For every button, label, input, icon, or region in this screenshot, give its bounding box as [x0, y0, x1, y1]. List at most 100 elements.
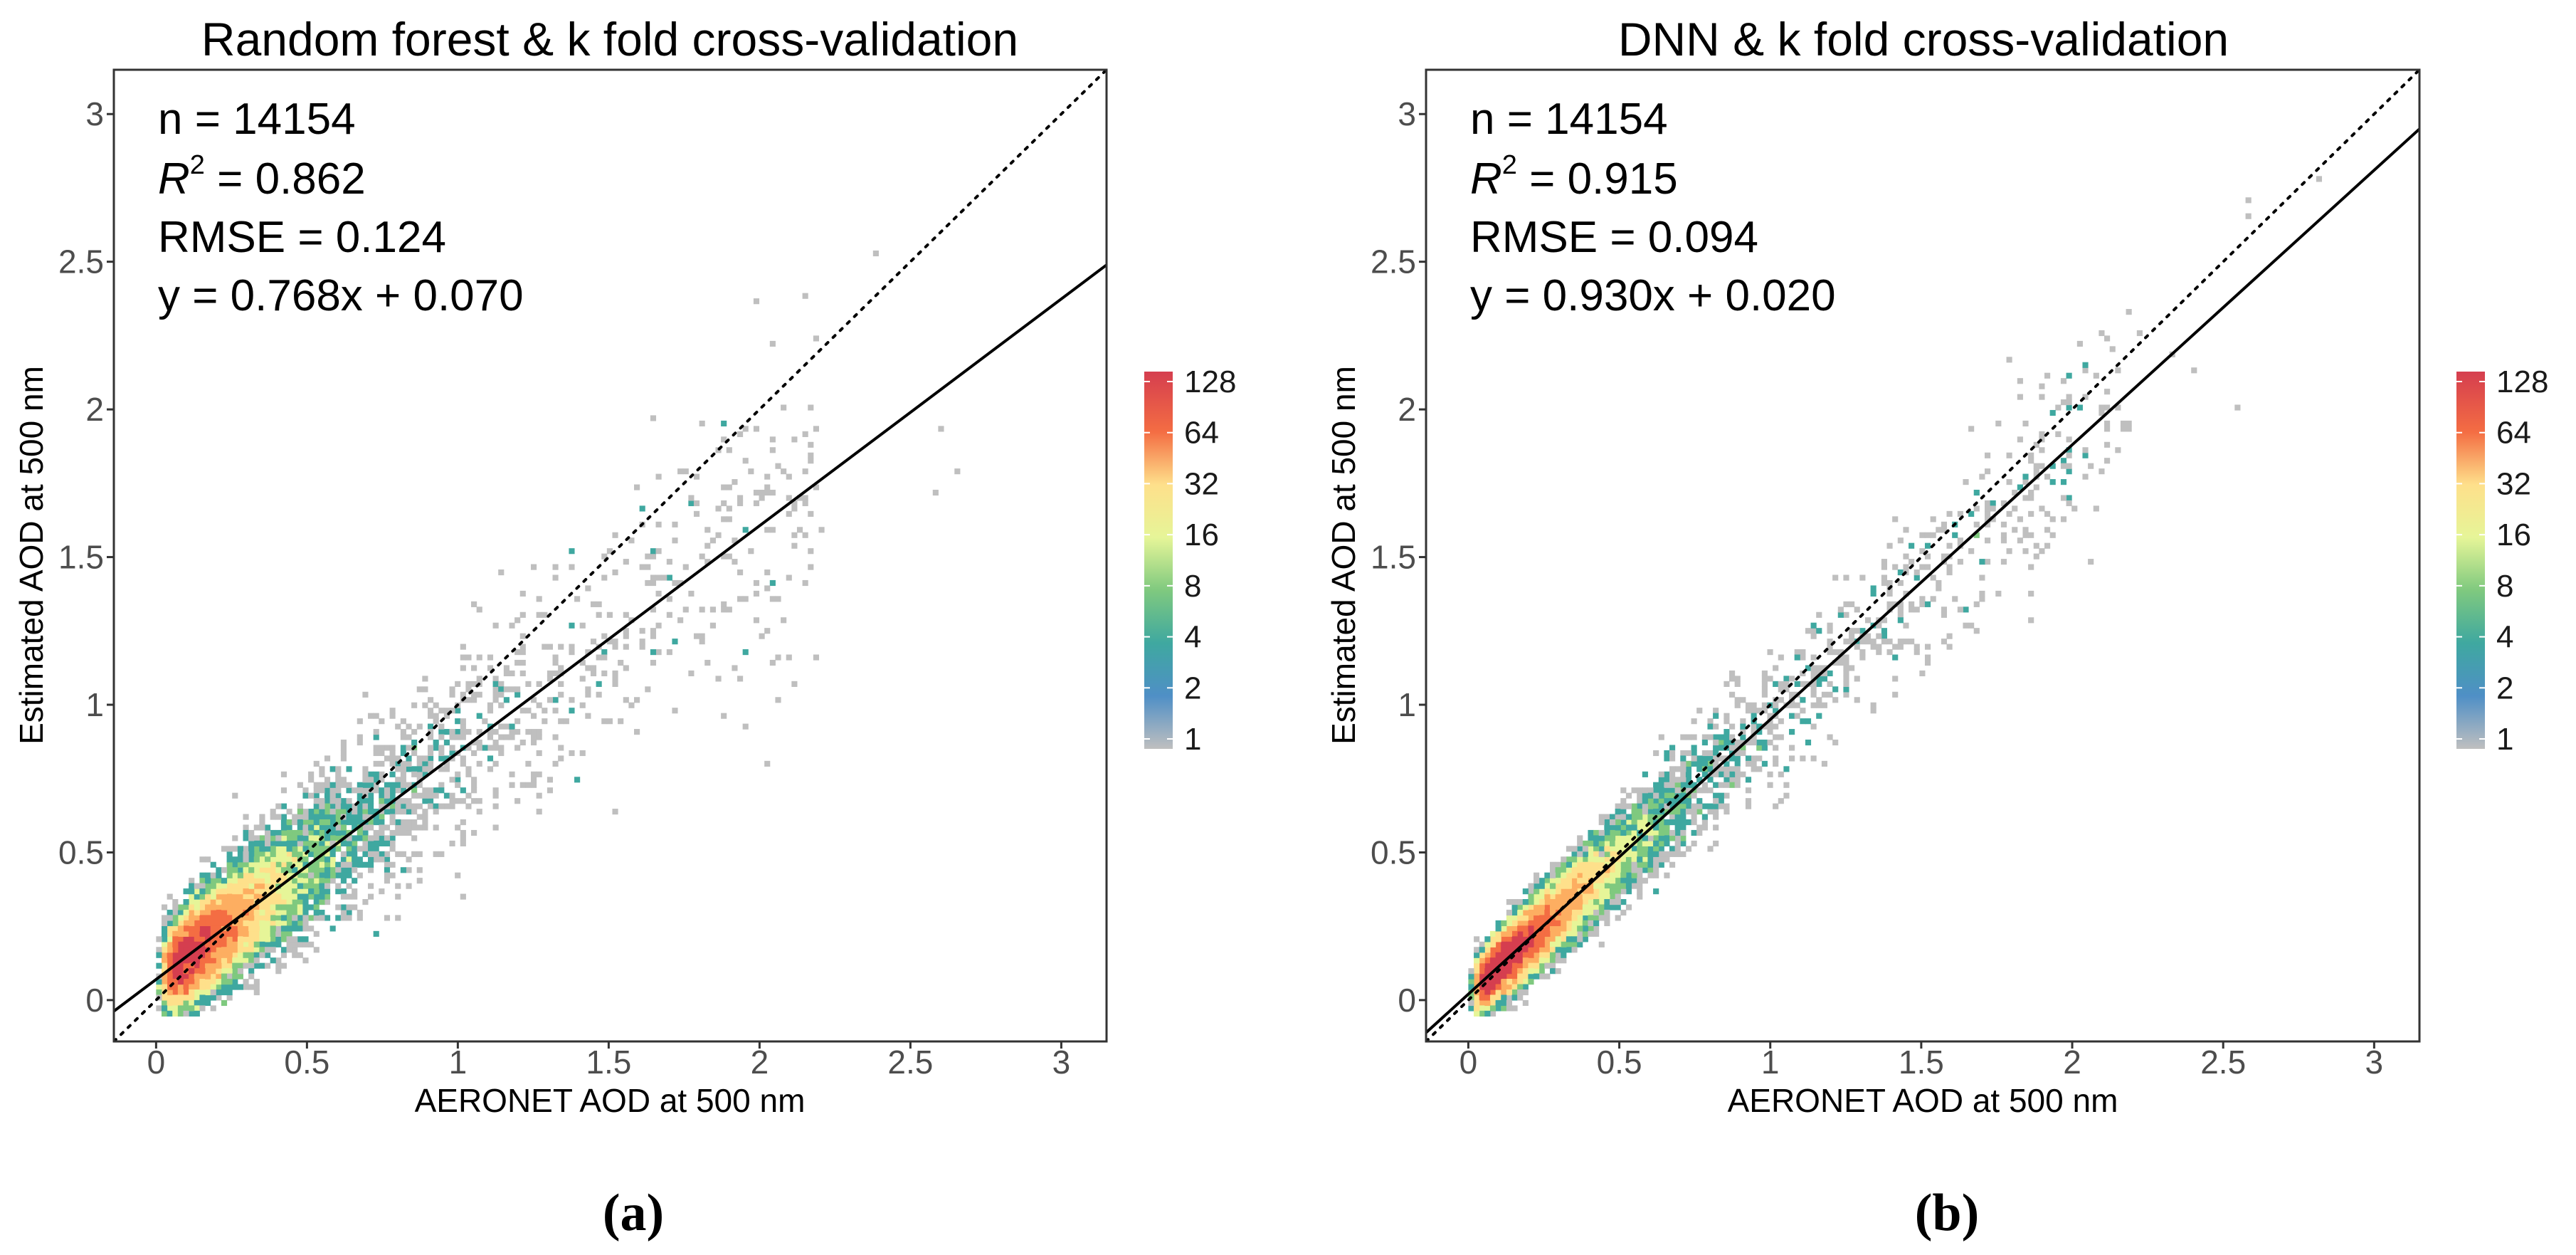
density-cell	[460, 835, 466, 841]
density-cell	[1642, 856, 1648, 863]
density-cell	[280, 819, 287, 826]
density-cell	[1773, 723, 1779, 730]
density-cell	[1756, 723, 1763, 730]
panel-b-xtick-label: 1.5	[1899, 1044, 1944, 1081]
density-cell	[1522, 973, 1529, 980]
density-cell	[248, 941, 255, 947]
density-cell	[373, 856, 379, 863]
density-cell	[1669, 798, 1676, 804]
density-cell	[1506, 899, 1513, 905]
density-cell	[221, 867, 228, 873]
density-cell	[1941, 521, 1948, 527]
density-cell	[1534, 893, 1540, 900]
density-cell	[775, 463, 781, 469]
density-cell	[373, 729, 379, 735]
density-cell	[221, 968, 228, 975]
density-cell	[210, 915, 216, 921]
density-cell	[471, 691, 477, 698]
density-cell	[1664, 792, 1670, 799]
density-cell	[2000, 521, 2007, 527]
density-cell	[1549, 941, 1556, 947]
density-cell	[167, 952, 173, 958]
density-cell	[677, 468, 684, 475]
density-cell	[340, 824, 347, 831]
density-cell	[319, 819, 325, 826]
density-cell	[443, 729, 450, 735]
density-cell	[1909, 542, 1915, 549]
density-cell	[340, 878, 347, 884]
density-cell	[547, 644, 554, 650]
density-cell	[2000, 559, 2007, 565]
density-cell	[1713, 803, 1719, 809]
density-cell	[156, 989, 162, 996]
density-cell	[1658, 771, 1664, 777]
density-cell	[156, 1005, 162, 1012]
density-cell	[422, 702, 428, 708]
panel-a-colorbar-label: 16	[1184, 518, 1219, 552]
density-cell	[357, 861, 363, 868]
density-cell	[492, 787, 499, 794]
density-cell	[1946, 564, 1953, 570]
density-cell	[286, 941, 292, 947]
density-cell	[1538, 904, 1545, 910]
density-cell	[2028, 532, 2034, 538]
density-cell	[406, 867, 412, 873]
density-cell	[1642, 861, 1648, 868]
density-cell	[1724, 718, 1730, 725]
density-cell	[1680, 829, 1686, 836]
density-cell	[422, 760, 428, 767]
density-cell	[275, 904, 282, 910]
density-cell	[248, 883, 255, 889]
density-cell	[1571, 861, 1578, 868]
density-cell	[427, 713, 434, 719]
density-cell	[199, 915, 206, 921]
density-cell	[259, 947, 265, 953]
density-cell	[1773, 665, 1779, 671]
density-cell	[2022, 495, 2029, 501]
density-cell	[1637, 867, 1643, 873]
density-cell	[1588, 888, 1594, 895]
density-cell	[259, 883, 265, 889]
density-cell	[308, 819, 315, 826]
density-cell	[1827, 628, 1833, 634]
density-cell	[373, 745, 379, 751]
density-cell	[280, 840, 287, 847]
density-cell	[650, 659, 657, 666]
density-cell	[199, 930, 206, 937]
density-cell	[2039, 463, 2045, 469]
density-cell	[1593, 867, 1600, 873]
density-cell	[552, 659, 559, 666]
density-cell	[183, 930, 189, 937]
density-cell	[1707, 723, 1714, 730]
density-cell	[422, 676, 428, 682]
density-cell	[346, 915, 352, 921]
density-cell	[232, 968, 238, 975]
density-cell	[427, 708, 434, 714]
density-cell	[329, 824, 336, 831]
density-cell	[308, 809, 315, 815]
density-cell	[1484, 1005, 1491, 1012]
panel-b-one-to-one-line	[1426, 70, 2419, 1041]
density-cell	[1734, 760, 1741, 767]
density-cell	[1701, 771, 1708, 777]
density-cell	[427, 750, 434, 757]
density-cell	[194, 952, 200, 958]
density-cell	[1528, 936, 1534, 942]
density-cell	[1501, 925, 1507, 932]
density-cell	[1549, 925, 1556, 932]
density-cell	[357, 835, 363, 841]
density-cell	[1783, 686, 1790, 693]
density-cell	[1843, 659, 1849, 666]
density-cell	[1778, 771, 1784, 777]
density-cell	[552, 574, 559, 581]
density-cell	[1637, 787, 1643, 794]
density-cell	[205, 968, 211, 975]
density-cell	[248, 920, 255, 927]
density-cell	[2060, 378, 2067, 384]
density-cell	[1577, 861, 1583, 868]
density-cell	[2099, 468, 2105, 475]
density-cell	[259, 941, 265, 947]
density-cell	[1995, 420, 2002, 427]
density-cell	[270, 851, 276, 857]
density-cell	[775, 697, 781, 703]
